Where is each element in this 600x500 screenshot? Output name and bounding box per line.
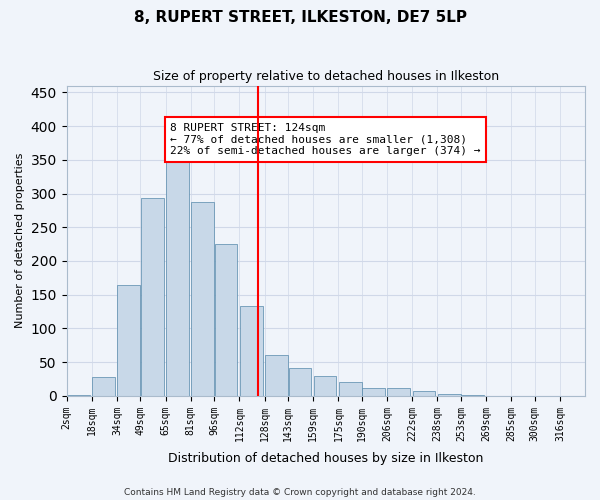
Y-axis label: Number of detached properties: Number of detached properties [15,153,25,328]
Bar [67,394,90,396]
Bar [388,388,410,396]
Bar [166,148,189,396]
Bar [215,244,238,396]
Bar [289,368,311,396]
Bar [314,376,337,396]
X-axis label: Distribution of detached houses by size in Ilkeston: Distribution of detached houses by size … [168,452,484,465]
Bar [118,284,140,396]
Bar [413,391,436,396]
Bar [438,394,461,396]
Bar [265,356,288,396]
Bar [92,377,115,396]
Bar [240,306,263,396]
Text: 8, RUPERT STREET, ILKESTON, DE7 5LP: 8, RUPERT STREET, ILKESTON, DE7 5LP [133,10,467,25]
Text: 8 RUPERT STREET: 124sqm
← 77% of detached houses are smaller (1,308)
22% of semi: 8 RUPERT STREET: 124sqm ← 77% of detache… [170,123,481,156]
Bar [191,202,214,396]
Bar [339,382,362,396]
Bar [141,198,164,396]
Bar [461,395,484,396]
Title: Size of property relative to detached houses in Ilkeston: Size of property relative to detached ho… [153,70,499,83]
Bar [362,388,385,396]
Text: Contains HM Land Registry data © Crown copyright and database right 2024.: Contains HM Land Registry data © Crown c… [124,488,476,497]
